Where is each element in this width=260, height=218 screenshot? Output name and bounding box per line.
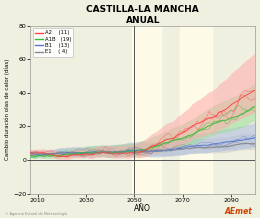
Bar — [180, 26, 212, 194]
X-axis label: AÑO: AÑO — [134, 204, 151, 213]
Text: AEmet: AEmet — [224, 207, 252, 216]
Title: CASTILLA-LA MANCHA
ANUAL: CASTILLA-LA MANCHA ANUAL — [86, 5, 199, 25]
Y-axis label: Cambio duración olas de calor (días): Cambio duración olas de calor (días) — [5, 59, 10, 160]
Bar — [132, 26, 161, 194]
Legend: A2    (11), A1B   (19), B1    (13), E1    ( 4): A2 (11), A1B (19), B1 (13), E1 ( 4) — [33, 28, 73, 56]
Text: © Agencia Estatal de Meteorología: © Agencia Estatal de Meteorología — [5, 212, 67, 216]
